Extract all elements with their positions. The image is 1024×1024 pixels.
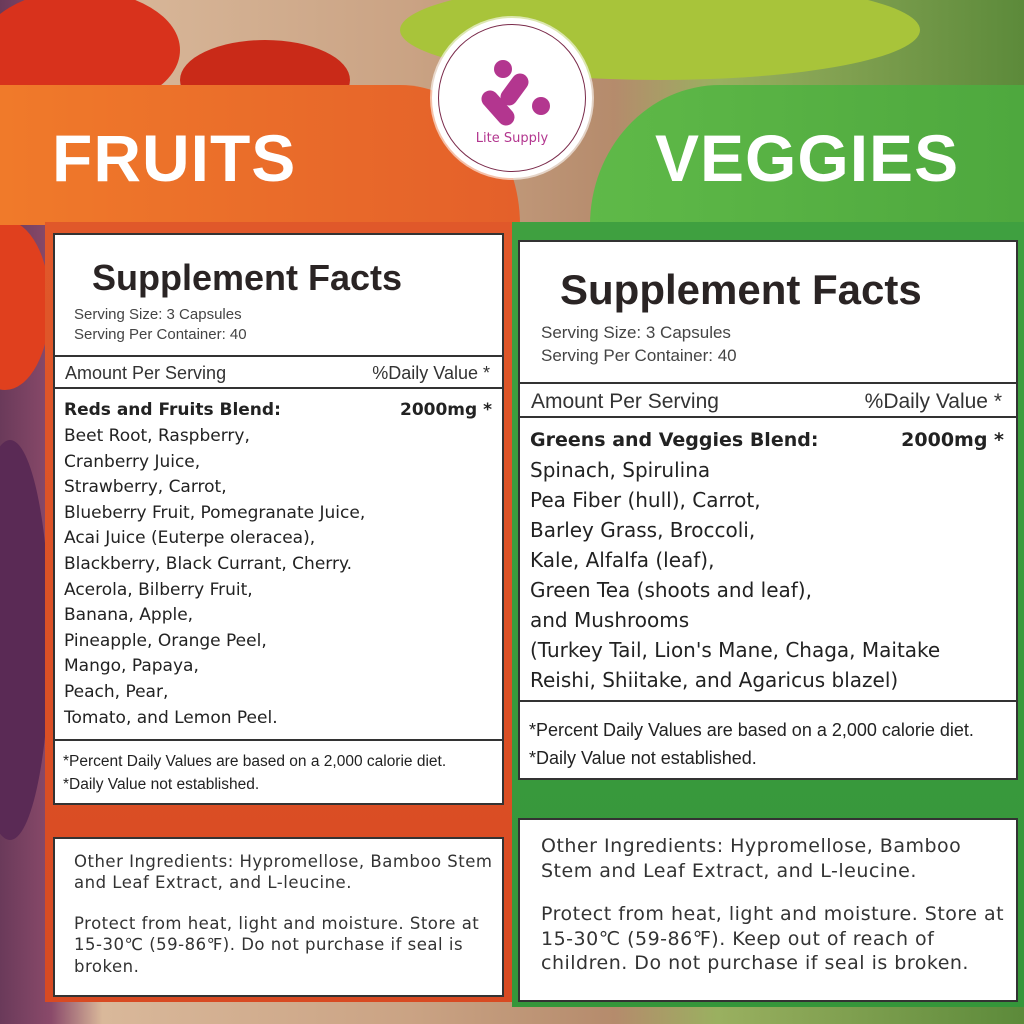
- veggies-amount-row: Amount Per Serving %Daily Value *: [520, 382, 1016, 418]
- fruits-other-box: Other Ingredients: Hypromellose, Bamboo …: [53, 837, 504, 997]
- fruits-servings: Serving Per Container: 40: [74, 326, 247, 343]
- veggies-servings: Serving Per Container: 40: [541, 346, 737, 365]
- fruits-blend-name: Reds and Fruits Blend:: [64, 400, 281, 420]
- fruits-blend-amount: 2000mg *: [399, 400, 492, 420]
- fruits-footnote-box: *Percent Daily Values are based on a 2,0…: [53, 739, 504, 805]
- veggies-footnote-2: *Daily Value not established.: [529, 748, 757, 768]
- dv-header: %Daily Value *: [372, 363, 490, 383]
- tomato-image: [0, 220, 50, 390]
- veggies-banner: [590, 85, 1024, 225]
- ingredient-line: Green Tea (shoots and leaf),: [530, 578, 812, 602]
- ingredient-line: Barley Grass, Broccoli,: [530, 518, 756, 542]
- veggies-heading: VEGGIES: [655, 121, 960, 195]
- cabbage-image: [0, 440, 50, 840]
- ingredient-line: Acerola, Bilberry Fruit,: [64, 579, 253, 600]
- ingredient-line: Beet Root, Raspberry,: [64, 426, 250, 446]
- fruits-facts-box: Supplement Facts Serving Size: 3 Capsule…: [53, 233, 504, 741]
- ingredient-line: Acai Juice (Euterpe oleracea),: [64, 528, 316, 549]
- veggies-blend-amount: 2000mg *: [901, 429, 1004, 451]
- ingredient-line: Banana, Apple,: [64, 605, 194, 626]
- fruits-heading: FRUITS: [52, 121, 297, 195]
- ingredient-line: and Mushrooms: [530, 608, 690, 632]
- fruits-title: Supplement Facts: [92, 257, 403, 298]
- ingredient-line: Reishi, Shiitake, and Agaricus blazel): [530, 668, 899, 692]
- veggies-serving-size: Serving Size: 3 Capsules: [541, 323, 731, 342]
- ingredient-line: Mango, Papaya,: [64, 656, 199, 677]
- fruits-storage: Protect from heat, light and moisture. S…: [74, 914, 480, 976]
- ingredient-line: Kale, Alfalfa (leaf),: [530, 548, 715, 572]
- ingredient-line: Peach, Pear,: [64, 682, 169, 702]
- ingredient-line: Blackberry, Black Currant, Cherry.: [64, 554, 353, 574]
- logo-mark-icon: [481, 60, 550, 126]
- veggies-blend-name: Greens and Veggies Blend:: [530, 429, 819, 451]
- veggies-facts-box: Supplement Facts Serving Size: 3 Capsule…: [518, 240, 1018, 702]
- ingredient-line: Tomato, and Lemon Peel.: [64, 707, 278, 728]
- ingredient-line: (Turkey Tail, Lion's Mane, Chaga, Maitak…: [530, 638, 941, 662]
- ingredient-line: Pineapple, Orange Peel,: [64, 630, 267, 651]
- veggies-footnote-box: *Percent Daily Values are based on a 2,0…: [518, 700, 1018, 780]
- fruits-footnote-1: *Percent Daily Values are based on a 2,0…: [63, 753, 447, 770]
- dv-header: %Daily Value *: [864, 390, 1002, 413]
- amount-header: Amount Per Serving: [65, 363, 227, 383]
- ingredient-line: Pea Fiber (hull), Carrot,: [530, 488, 761, 512]
- veggies-other-box: Other Ingredients: Hypromellose, Bamboo …: [518, 818, 1018, 1002]
- ingredient-line: Blueberry Fruit, Pomegranate Juice,: [64, 502, 366, 523]
- fruits-footnote-2: *Daily Value not established.: [63, 776, 260, 793]
- veggies-title: Supplement Facts: [560, 266, 922, 313]
- brand-logo: Lite Supply: [432, 18, 592, 178]
- fruits-serving-size: Serving Size: 3 Capsules: [74, 306, 242, 323]
- fruits-amount-row: Amount Per Serving %Daily Value *: [55, 355, 502, 389]
- logo-text: Lite Supply: [475, 131, 549, 146]
- veggies-other-ingredients: Other Ingredients: Hypromellose, Bamboo …: [541, 835, 962, 882]
- ingredient-line: Strawberry, Carrot,: [64, 477, 227, 498]
- ingredient-line: Cranberry Juice,: [64, 451, 201, 472]
- ingredient-line: Spinach, Spirulina: [530, 458, 711, 482]
- veggies-footnote-1: *Percent Daily Values are based on a 2,0…: [529, 720, 974, 740]
- veggies-storage: Protect from heat, light and moisture. S…: [541, 903, 1005, 975]
- fruits-other-ingredients: Other Ingredients: Hypromellose, Bamboo …: [74, 852, 493, 893]
- amount-header: Amount Per Serving: [531, 390, 719, 413]
